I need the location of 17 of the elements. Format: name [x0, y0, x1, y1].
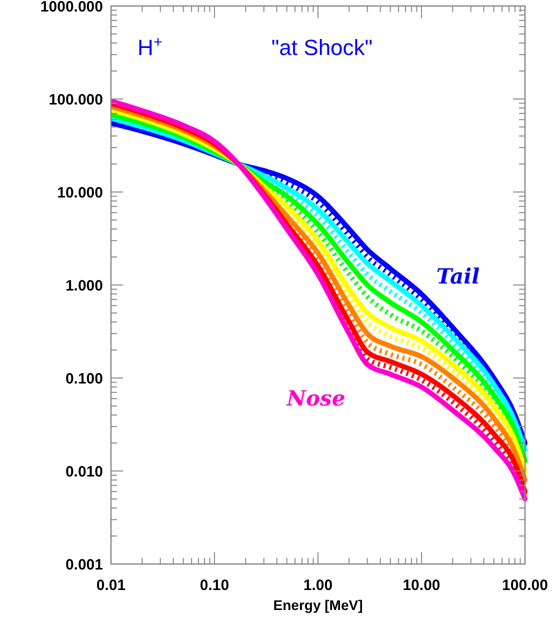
- x-tick-label: 100.00: [502, 577, 548, 594]
- y-tick-label: 100.000: [48, 91, 103, 108]
- x-tick-label: 10.00: [402, 577, 440, 594]
- x-tick-label: 0.10: [200, 577, 230, 594]
- y-tick-label: 10.000: [57, 184, 103, 202]
- y-tick-label: 1000.000: [40, 0, 103, 16]
- annotation: Nose: [286, 385, 346, 410]
- annotation: H$^{+}$: [138, 34, 162, 60]
- x-tick-label: 1.00: [303, 577, 333, 594]
- annotation: "at Shock": [271, 35, 373, 60]
- y-tick-label: 0.100: [65, 370, 103, 388]
- y-tick-label: 1.000: [65, 277, 103, 294]
- y-tick-label: 0.010: [65, 463, 103, 480]
- annotation: Tail: [436, 263, 480, 288]
- x-axis-title: Energy [MeV]: [273, 597, 363, 613]
- x-tick-label: 0.01: [96, 577, 126, 594]
- y-tick-label: 0.001: [65, 556, 103, 574]
